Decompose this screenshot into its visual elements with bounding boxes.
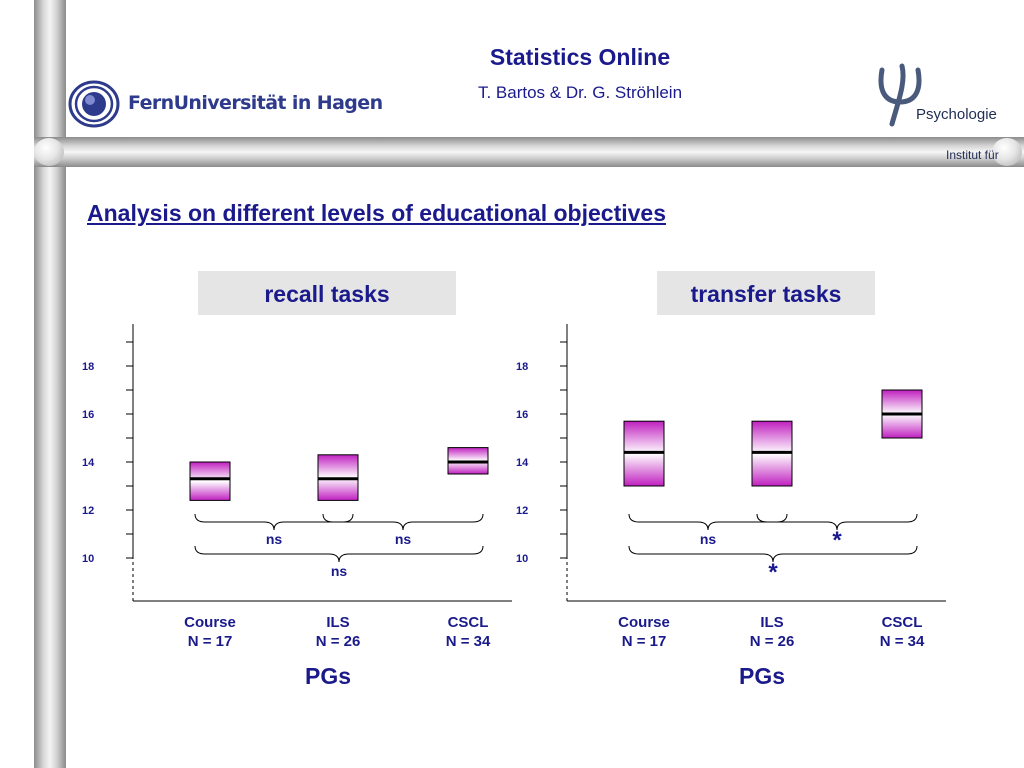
y-tick-label: 12 <box>82 505 94 517</box>
category-n-label: N = 17 <box>622 633 667 650</box>
comparison-brace <box>194 545 484 563</box>
frame-knob-left <box>34 138 64 166</box>
category-n-label: N = 17 <box>188 633 233 650</box>
y-tick-label: 12 <box>516 505 528 517</box>
x-axis-label: PGs <box>739 663 785 689</box>
logo-psychologie-text: Psychologie <box>916 106 997 123</box>
page-title: Statistics Online <box>489 44 671 70</box>
page-subtitle: T. Bartos & Dr. G. Ströhlein <box>477 83 683 102</box>
category-label: Course <box>618 614 670 631</box>
fernuni-logo: FernUniversität in Hagen <box>68 78 383 128</box>
y-tick-label: 14 <box>516 457 529 469</box>
comparison-brace <box>628 545 918 563</box>
category-label: CSCL <box>882 614 923 631</box>
comparison-brace <box>322 513 484 531</box>
comparison-label: ns <box>700 531 717 547</box>
psi-icon <box>878 63 922 127</box>
y-tick-label: 10 <box>516 553 528 565</box>
category-label: ILS <box>760 614 783 631</box>
logo-institut-text: Institut für <box>946 148 999 162</box>
category-label: Course <box>184 614 236 631</box>
comparison-label: ns <box>331 563 348 579</box>
psychologie-logo: Institut für <box>872 62 1022 162</box>
y-tick-label: 10 <box>82 553 94 565</box>
comparison-label: ns <box>266 531 283 547</box>
frame-vertical-bar <box>34 0 66 768</box>
transfer-tasks-chart: 10 12 14 16 18 ns * * Course N = 17 ILS N = 26 CSCL N… <box>516 324 946 689</box>
recall-tasks-chart: 10 12 14 16 18 ns ns ns Course N = 17 ILS N = 26 CSC… <box>82 324 512 689</box>
fernuni-logo-text: FernUniversität in Hagen <box>128 92 383 114</box>
category-n-label: N = 26 <box>750 633 795 650</box>
y-tick-label: 18 <box>82 361 94 373</box>
box-course <box>189 461 231 501</box>
category-label: ILS <box>326 614 349 631</box>
y-tick-label: 14 <box>82 457 95 469</box>
frame-knob-right <box>992 138 1022 166</box>
comparison-label: * <box>832 527 842 554</box>
category-n-label: N = 34 <box>446 633 491 650</box>
comparison-label: * <box>768 559 778 586</box>
slide-heading: Analysis on different levels of educatio… <box>87 200 666 226</box>
y-tick-label: 16 <box>516 409 528 421</box>
category-n-label: N = 26 <box>316 633 361 650</box>
recall-tasks-label: recall tasks <box>198 271 456 315</box>
fernuni-globe-icon <box>68 80 120 128</box>
comparison-label: ns <box>395 531 412 547</box>
category-n-label: N = 34 <box>880 633 925 650</box>
category-label: CSCL <box>448 614 489 631</box>
y-tick-label: 18 <box>516 361 528 373</box>
y-tick-label: 16 <box>82 409 94 421</box>
comparison-brace <box>756 513 918 531</box>
x-axis-label: PGs <box>305 663 351 689</box>
frame-horizontal-bar <box>34 137 1024 167</box>
transfer-tasks-label: transfer tasks <box>657 271 875 315</box>
